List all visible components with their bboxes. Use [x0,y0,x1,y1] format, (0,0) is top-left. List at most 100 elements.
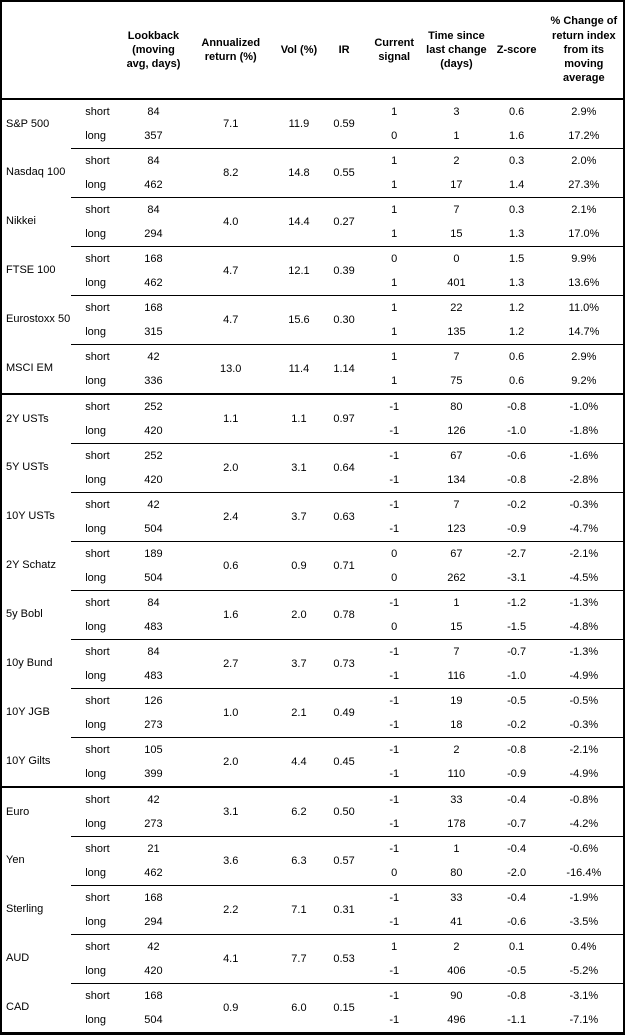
side-label: long [85,375,107,387]
side-label: long [85,228,107,240]
vol-value: 0.9 [273,541,324,591]
annualized-return-value: 0.9 [187,983,274,1034]
time-since-value: 496 [447,1014,466,1026]
side-label: long [85,474,107,486]
pct-change-value: 2.9% [544,98,624,124]
current-signal-value: 1 [364,934,425,959]
side-label: long [85,670,107,682]
z-score-value: 1.2 [508,326,525,338]
current-signal-value: -1 [364,492,425,517]
current-signal-value: 0 [364,541,425,566]
current-signal-value: -1 [364,737,425,762]
lookback-value: 294 [144,228,163,240]
pct-change-value: -1.6% [544,443,624,468]
time-since-value: 134 [447,474,466,486]
current-signal-value: -1 [389,719,400,731]
table-row: Yen short 21 3.6 6.3 0.57 -1 1 -0.4 -0.6% [1,836,624,886]
side-label: long [85,277,107,289]
table-row: long 315 1 135 1.2 14.7% [1,320,624,345]
annualized-return-value: 2.4 [187,492,274,542]
lookback-value: 504 [144,572,163,584]
pct-change-value: -2.1% [544,541,624,566]
col-header-annualized-return: Annualized return (%) [187,1,274,100]
z-score-value: 0.6 [488,98,545,124]
z-score-value: -0.5 [507,965,527,977]
pct-change-value: -1.9% [544,885,624,910]
col-header-time-since: Time since last change (days) [424,1,489,100]
table-row: long 504 -1 123 -0.9 -4.7% [1,517,624,542]
instrument-name: AUD [6,952,30,965]
z-score-value: -0.7 [507,818,527,830]
instrument-name: 10Y Gilts [6,755,51,768]
time-since-value: 7 [424,639,489,664]
pct-change-value: -3.5% [569,916,599,928]
vol-value: 3.7 [273,492,324,542]
side-label: short [71,393,120,419]
lookback-value: 336 [144,375,163,387]
pct-change-value: 2.1% [544,197,624,222]
lookback-value: 84 [119,590,188,615]
vol-value: 12.1 [273,246,324,296]
vol-value: 11.4 [273,344,324,394]
vol-value: 15.6 [273,295,324,345]
current-signal-value: -1 [389,965,400,977]
time-since-value: 75 [450,375,463,387]
z-score-value: -0.9 [507,523,527,535]
annualized-return-value: 8.2 [187,148,274,198]
time-since-value: 33 [424,885,489,910]
time-since-value: 406 [447,965,466,977]
lookback-value: 168 [119,983,188,1008]
z-score-value: -0.9 [507,768,527,780]
z-score-value: 0.6 [508,375,525,387]
pct-change-value: -3.1% [544,983,624,1008]
side-label: short [71,197,120,222]
ir-value: 0.97 [324,393,365,444]
pct-change-value: -1.3% [544,590,624,615]
pct-change-value: 17.2% [568,130,600,142]
annualized-return-value: 1.0 [187,688,274,738]
z-score-value: -0.2 [507,719,527,731]
ir-value: 0.73 [324,639,365,689]
table-row: Nikkei short 84 4.0 14.4 0.27 1 7 0.3 2.1% [1,197,624,247]
vol-value: 6.0 [273,983,324,1034]
z-score-value: 1.2 [488,295,545,320]
instrument-name: CAD [6,1001,30,1014]
col-header-current-signal: Current signal [364,1,425,100]
z-score-value: 1.3 [508,277,525,289]
lookback-value: 420 [144,425,163,437]
pct-change-value: 2.0% [544,148,624,173]
side-label: short [71,934,120,959]
z-score-value: -0.8 [488,393,545,419]
annualized-return-value: 2.2 [187,885,274,935]
ir-value: 0.64 [324,443,365,493]
z-score-value: -3.1 [507,572,527,584]
time-since-value: 67 [424,443,489,468]
pct-change-value: -0.5% [544,688,624,713]
z-score-value: -1.5 [507,621,527,633]
annualized-return-value: 2.0 [187,737,274,787]
time-since-value: 1 [424,590,489,615]
table-row: S&P 500 short 84 7.1 11.9 0.59 1 3 0.6 2.9% [1,98,624,149]
table-row: long 420 -1 134 -0.8 -2.8% [1,468,624,493]
table-row: long 462 1 17 1.4 27.3% [1,173,624,198]
z-score-value: 1.6 [508,130,525,142]
col-header-lookback: Lookback (moving avg, days) [119,1,188,100]
vol-value: 2.0 [273,590,324,640]
side-label: long [85,523,107,535]
ir-value: 0.53 [324,934,365,984]
annualized-return-value: 3.1 [187,786,274,837]
side-label: long [85,818,107,830]
time-since-value: 19 [424,688,489,713]
time-since-value: 7 [424,492,489,517]
instrument-name: FTSE 100 [6,264,56,277]
time-since-value: 0 [424,246,489,271]
lookback-value: 168 [119,246,188,271]
side-label: short [71,836,120,861]
current-signal-value: 1 [364,197,425,222]
z-score-value: 1.4 [508,179,525,191]
side-label: short [71,443,120,468]
vol-value: 6.3 [273,836,324,886]
side-label: short [71,737,120,762]
annualized-return-value: 1.1 [187,393,274,444]
